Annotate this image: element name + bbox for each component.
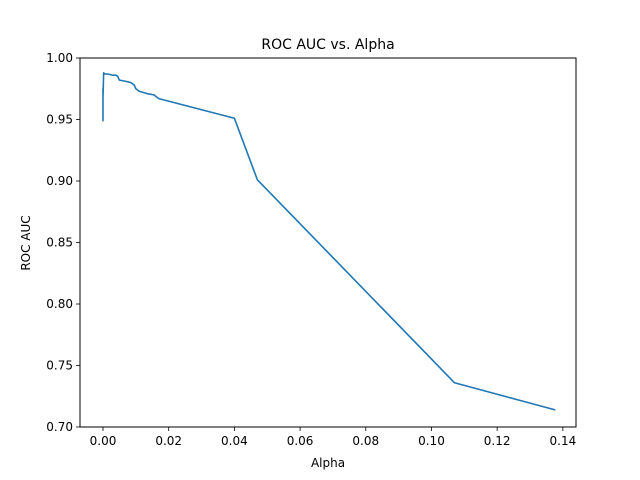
x-axis: 0.00 0.02 0.04 0.06 0.08 0.10 0.12 0.14 [90, 427, 577, 448]
y-tick-label: 1.00 [46, 51, 73, 65]
x-tick-label: 0.06 [287, 434, 314, 448]
y-tick-label: 0.85 [46, 236, 73, 250]
x-tick-label: 0.00 [90, 434, 117, 448]
y-tick-label: 0.70 [46, 420, 73, 434]
y-tick-label: 0.80 [46, 297, 73, 311]
y-tick-label: 0.75 [46, 359, 73, 373]
x-tick-label: 0.08 [352, 434, 379, 448]
y-axis-label: ROC AUC [19, 215, 33, 270]
x-tick-label: 0.14 [550, 434, 577, 448]
x-axis-label: Alpha [311, 456, 345, 470]
series-line-0 [102, 71, 556, 411]
y-tick-label: 0.95 [46, 113, 73, 127]
x-tick-label: 0.04 [221, 434, 248, 448]
x-tick-label: 0.02 [155, 434, 182, 448]
y-tick-label: 0.90 [46, 174, 73, 188]
chart-title: ROC AUC vs. Alpha [261, 37, 394, 53]
x-tick-label: 0.12 [484, 434, 511, 448]
y-axis: 0.70 0.75 0.80 0.85 0.90 0.95 1.00 [46, 51, 80, 434]
x-tick-label: 0.10 [418, 434, 445, 448]
line-layer [102, 71, 556, 411]
